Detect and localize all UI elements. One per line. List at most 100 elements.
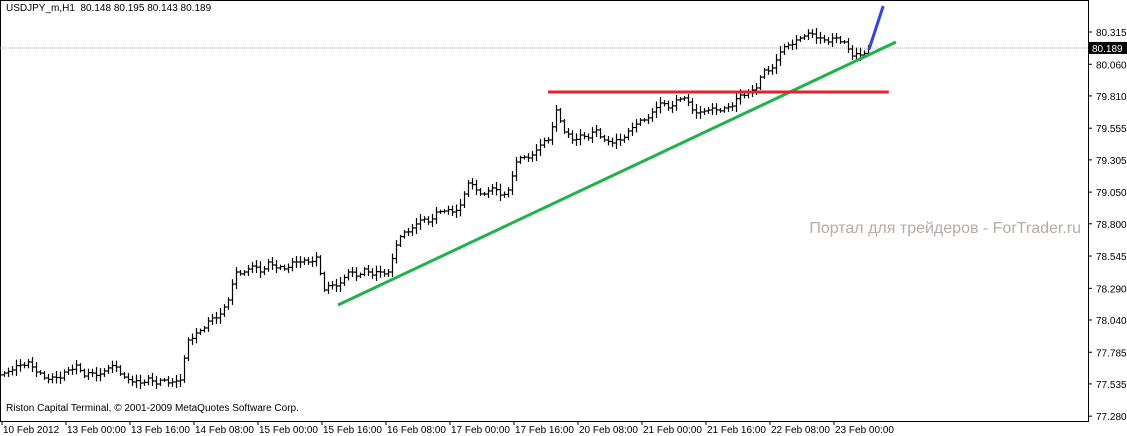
ohlc-bar bbox=[282, 264, 287, 271]
ohlc-bar bbox=[806, 29, 811, 40]
ohlc-bar bbox=[390, 253, 395, 277]
ohlc-bar bbox=[330, 281, 335, 290]
ohlc-bar bbox=[134, 374, 139, 388]
chart-title: USDJPY_m,H1 80.148 80.195 80.143 80.189 bbox=[6, 3, 211, 14]
ohlc-bar bbox=[794, 35, 799, 50]
ohlc-bar bbox=[454, 204, 459, 218]
ohlc-bar bbox=[110, 360, 115, 373]
x-tick-label: 20 Feb 08:00 bbox=[579, 425, 638, 436]
y-tick-label: 77.785 bbox=[1096, 348, 1127, 359]
ohlc-bar bbox=[626, 128, 631, 141]
ohlc-bar bbox=[782, 43, 787, 55]
ohlc-bar bbox=[42, 371, 47, 380]
ohlc-bar bbox=[278, 264, 283, 270]
ohlc-bar bbox=[606, 136, 611, 146]
ohlc-bar bbox=[342, 274, 347, 286]
x-tick-label: 13 Feb 16:00 bbox=[131, 425, 190, 436]
ohlc-bar bbox=[642, 118, 647, 122]
ohlc-bar bbox=[666, 100, 671, 111]
ohlc-bar bbox=[186, 337, 191, 361]
ohlc-bar bbox=[162, 378, 167, 382]
ohlc-bar bbox=[302, 257, 307, 265]
ohlc-bar bbox=[746, 89, 751, 99]
ohlc-bar bbox=[622, 134, 627, 143]
ohlc-bar bbox=[78, 363, 83, 373]
ohlc-bar bbox=[702, 108, 707, 115]
y-tick-label: 79.555 bbox=[1096, 124, 1127, 135]
ohlc-bar bbox=[142, 379, 147, 386]
ohlc-bar bbox=[818, 31, 823, 44]
ohlc-bar bbox=[682, 96, 687, 101]
ohlc-bar bbox=[2, 371, 7, 377]
ohlc-bar bbox=[178, 374, 183, 387]
ohlc-bar bbox=[190, 333, 195, 345]
ohlc-bar bbox=[670, 100, 675, 113]
ohlc-bar bbox=[274, 260, 279, 273]
ohlc-bar bbox=[86, 368, 91, 380]
ohlc-bar bbox=[58, 371, 63, 384]
ohlc-bar bbox=[114, 360, 119, 372]
ohlc-bar bbox=[430, 213, 435, 227]
ohlc-bar bbox=[394, 240, 399, 264]
ohlc-bar bbox=[50, 373, 55, 384]
ohlc-bar bbox=[786, 42, 791, 50]
ohlc-bar bbox=[0, 371, 3, 377]
ohlc-bar bbox=[406, 227, 411, 236]
ohlc-bar bbox=[678, 97, 683, 102]
ohlc-bar bbox=[506, 187, 511, 198]
ohlc-bar bbox=[458, 199, 463, 217]
ohlc-bar bbox=[218, 308, 223, 324]
ohlc-bar bbox=[62, 369, 67, 381]
x-tick-label: 16 Feb 08:00 bbox=[387, 425, 446, 436]
y-tick-label: 78.800 bbox=[1096, 220, 1127, 231]
ohlc-bar bbox=[254, 260, 259, 274]
ohlc-bar bbox=[610, 137, 615, 147]
ohlc-bar bbox=[194, 328, 199, 344]
ohlc-bar bbox=[210, 314, 215, 325]
copyright-text: Riston Capital Terminal, © 2001-2009 Met… bbox=[6, 403, 299, 414]
ohlc-bar bbox=[662, 100, 667, 107]
ohlc-bar bbox=[270, 257, 275, 270]
x-tick-label: 13 Feb 00:00 bbox=[67, 425, 126, 436]
x-tick-label: 15 Feb 16:00 bbox=[323, 425, 382, 436]
ohlc-values: 80.148 80.195 80.143 80.189 bbox=[80, 3, 212, 14]
ohlc-bar bbox=[314, 252, 319, 267]
y-tick-label: 77.535 bbox=[1096, 380, 1127, 391]
ohlc-bar bbox=[482, 192, 487, 196]
ohlc-bar bbox=[846, 38, 851, 53]
ohlc-bar bbox=[582, 132, 587, 140]
ohlc-bar bbox=[70, 364, 75, 375]
ohlc-bar bbox=[22, 362, 27, 369]
ohlc-bar bbox=[290, 258, 295, 272]
ohlc-bar bbox=[402, 230, 407, 239]
ohlc-bar bbox=[30, 357, 35, 372]
plot-frame bbox=[0, 0, 1089, 422]
ohlc-bar bbox=[246, 265, 251, 276]
ohlc-bar bbox=[566, 128, 571, 139]
ohlc-bar bbox=[54, 371, 59, 384]
ohlc-bar bbox=[510, 171, 515, 195]
ohlc-bar bbox=[6, 367, 11, 377]
ohlc-bar bbox=[514, 157, 519, 181]
ohlc-bar bbox=[226, 297, 231, 310]
ohlc-bar bbox=[262, 265, 267, 275]
ohlc-bar bbox=[214, 311, 219, 324]
ohlc-bar bbox=[798, 36, 803, 42]
ohlc-bar bbox=[654, 101, 659, 118]
ohlc-bar bbox=[98, 368, 103, 382]
ohlc-bar bbox=[358, 272, 363, 278]
ohlc-bar bbox=[822, 35, 827, 43]
ohlc-bar bbox=[550, 121, 555, 145]
ohlc-bar bbox=[122, 372, 127, 379]
ohlc-bar bbox=[266, 259, 271, 272]
ohlc-bar bbox=[602, 134, 607, 142]
y-tick-label: 79.810 bbox=[1096, 92, 1127, 103]
ohlc-bar bbox=[158, 378, 163, 386]
ohlc-bar bbox=[590, 127, 595, 143]
ohlc-bar bbox=[398, 234, 403, 247]
ohlc-bar bbox=[502, 191, 507, 198]
ohlc-bar bbox=[166, 376, 171, 387]
ohlc-bar bbox=[674, 95, 679, 111]
ohlc-bar bbox=[46, 374, 51, 384]
